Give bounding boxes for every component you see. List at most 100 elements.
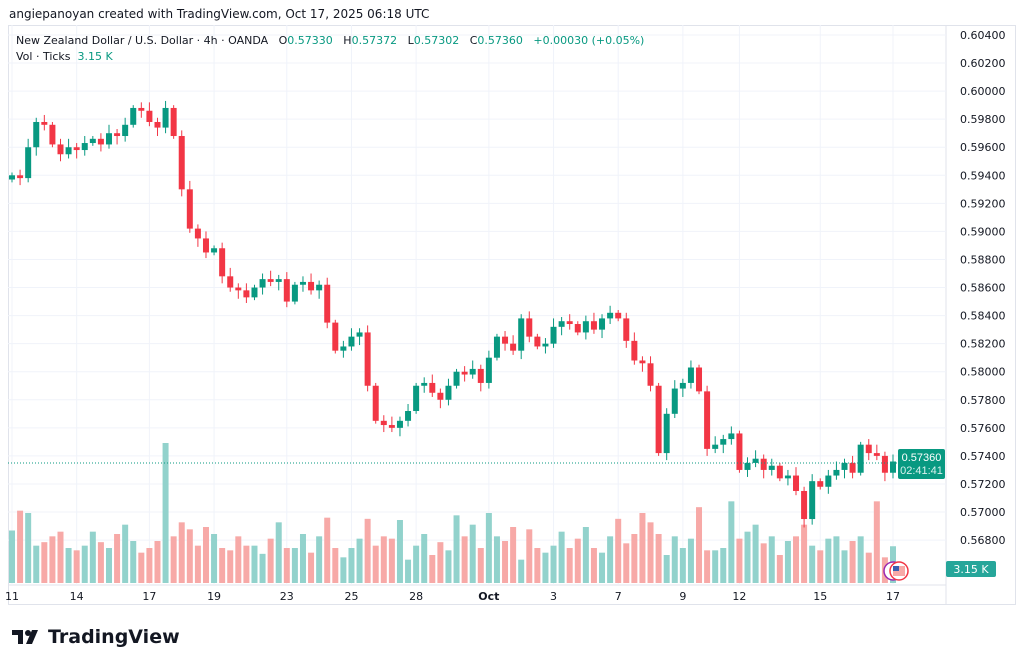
volume-bar [291,548,298,583]
price-tick-label: 0.60200 [960,57,1006,70]
volume-bar [413,545,420,583]
volume-bar [267,538,274,583]
volume-bar [647,522,654,583]
close-label: C [469,34,478,47]
candle-body [57,144,64,155]
candle-body [170,107,177,137]
candle-body [534,336,541,347]
volume-bar [316,536,323,583]
volume-bar [364,518,371,583]
volume-bar [776,555,783,583]
time-tick-label: 11 [5,590,19,603]
candle-body [81,143,88,151]
candle-body [881,455,888,473]
candle-body [736,433,743,470]
candle-body [429,382,436,393]
time-tick-label: Oct [478,590,499,603]
price-tick-label: 0.60000 [960,85,1006,98]
price-tick-label: 0.57800 [960,394,1006,407]
volume-bar [639,513,646,583]
volume-bar [154,541,161,583]
candle-body [590,321,597,330]
candle-body [679,382,686,389]
volume-bar [251,545,258,583]
volume-bar [599,552,606,583]
price-tick-label: 0.59800 [960,113,1006,126]
countdown-label: 02:41:41 [900,465,943,477]
candle-body [33,121,40,148]
volume-bar [81,545,88,583]
volume-bar [437,542,444,583]
volume-indicator-label[interactable]: Vol · Ticks [16,50,71,63]
volume-bar [744,531,751,583]
volume-bar [405,559,412,583]
chart-legend: New Zealand Dollar / U.S. Dollar · 4h · … [16,33,644,65]
volume-bar [502,541,509,583]
candle-body [776,465,783,479]
candle-body [299,281,306,285]
candle-body [623,318,630,341]
close-value: 0.57360 [477,34,523,47]
candle-body [477,368,484,383]
volume-bar [558,531,565,583]
candle-body [615,312,622,319]
volume-bar [704,550,711,583]
volume-bar [194,545,201,583]
candle-body [25,147,32,179]
volume-bar [768,536,775,583]
candle-body [728,433,735,440]
candle-body [793,475,800,491]
volume-bar [299,534,306,583]
symbol-title[interactable]: New Zealand Dollar / U.S. Dollar · 4h · … [16,34,269,47]
volume-bar [429,555,436,583]
candle-body [146,110,153,122]
candle-body [235,287,242,291]
candles [9,100,896,528]
price-tick-label: 0.58000 [960,366,1006,379]
candle-body [219,248,226,277]
us-flag-event-icon[interactable] [883,561,909,581]
candle-body [566,321,573,325]
volume-bar [186,529,193,583]
volume-bar [25,513,32,583]
time-tick-label: 12 [732,590,746,603]
volume-bar [720,548,727,583]
volume-bar [485,513,492,583]
candle-body [873,453,880,456]
volume-bar [211,534,218,583]
candle-body [647,363,654,386]
volume-bar [752,524,759,583]
volume-bar [105,548,112,583]
candle-body [526,318,533,337]
volume-bar [138,552,145,583]
candle-body [186,189,193,229]
candle-body [720,439,727,445]
candle-body [857,444,864,473]
candle-body [105,133,112,145]
price-tick-label: 0.58400 [960,310,1006,323]
candle-body [704,391,711,449]
price-tick-label: 0.60400 [960,29,1006,42]
candle-body [558,321,565,327]
volume-bar [162,443,169,583]
candle-body [405,411,412,421]
open-value: 0.57330 [287,34,333,47]
candle-body [178,136,185,190]
volume-bar [590,548,597,583]
tradingview-logo: TradingView [12,626,180,648]
candle-body [461,371,468,375]
candle-body [17,175,24,179]
volume-bar [526,529,533,583]
candle-body [510,343,517,351]
candle-body [687,367,694,383]
volume-bar [607,536,614,583]
volume-bar [825,538,832,583]
volume-bar [623,543,630,583]
candle-body [49,124,56,145]
candle-body [696,367,703,392]
volume-bar [453,515,460,583]
volume-bar [817,550,824,583]
candle-body [663,413,670,454]
volume-bar [332,548,339,583]
